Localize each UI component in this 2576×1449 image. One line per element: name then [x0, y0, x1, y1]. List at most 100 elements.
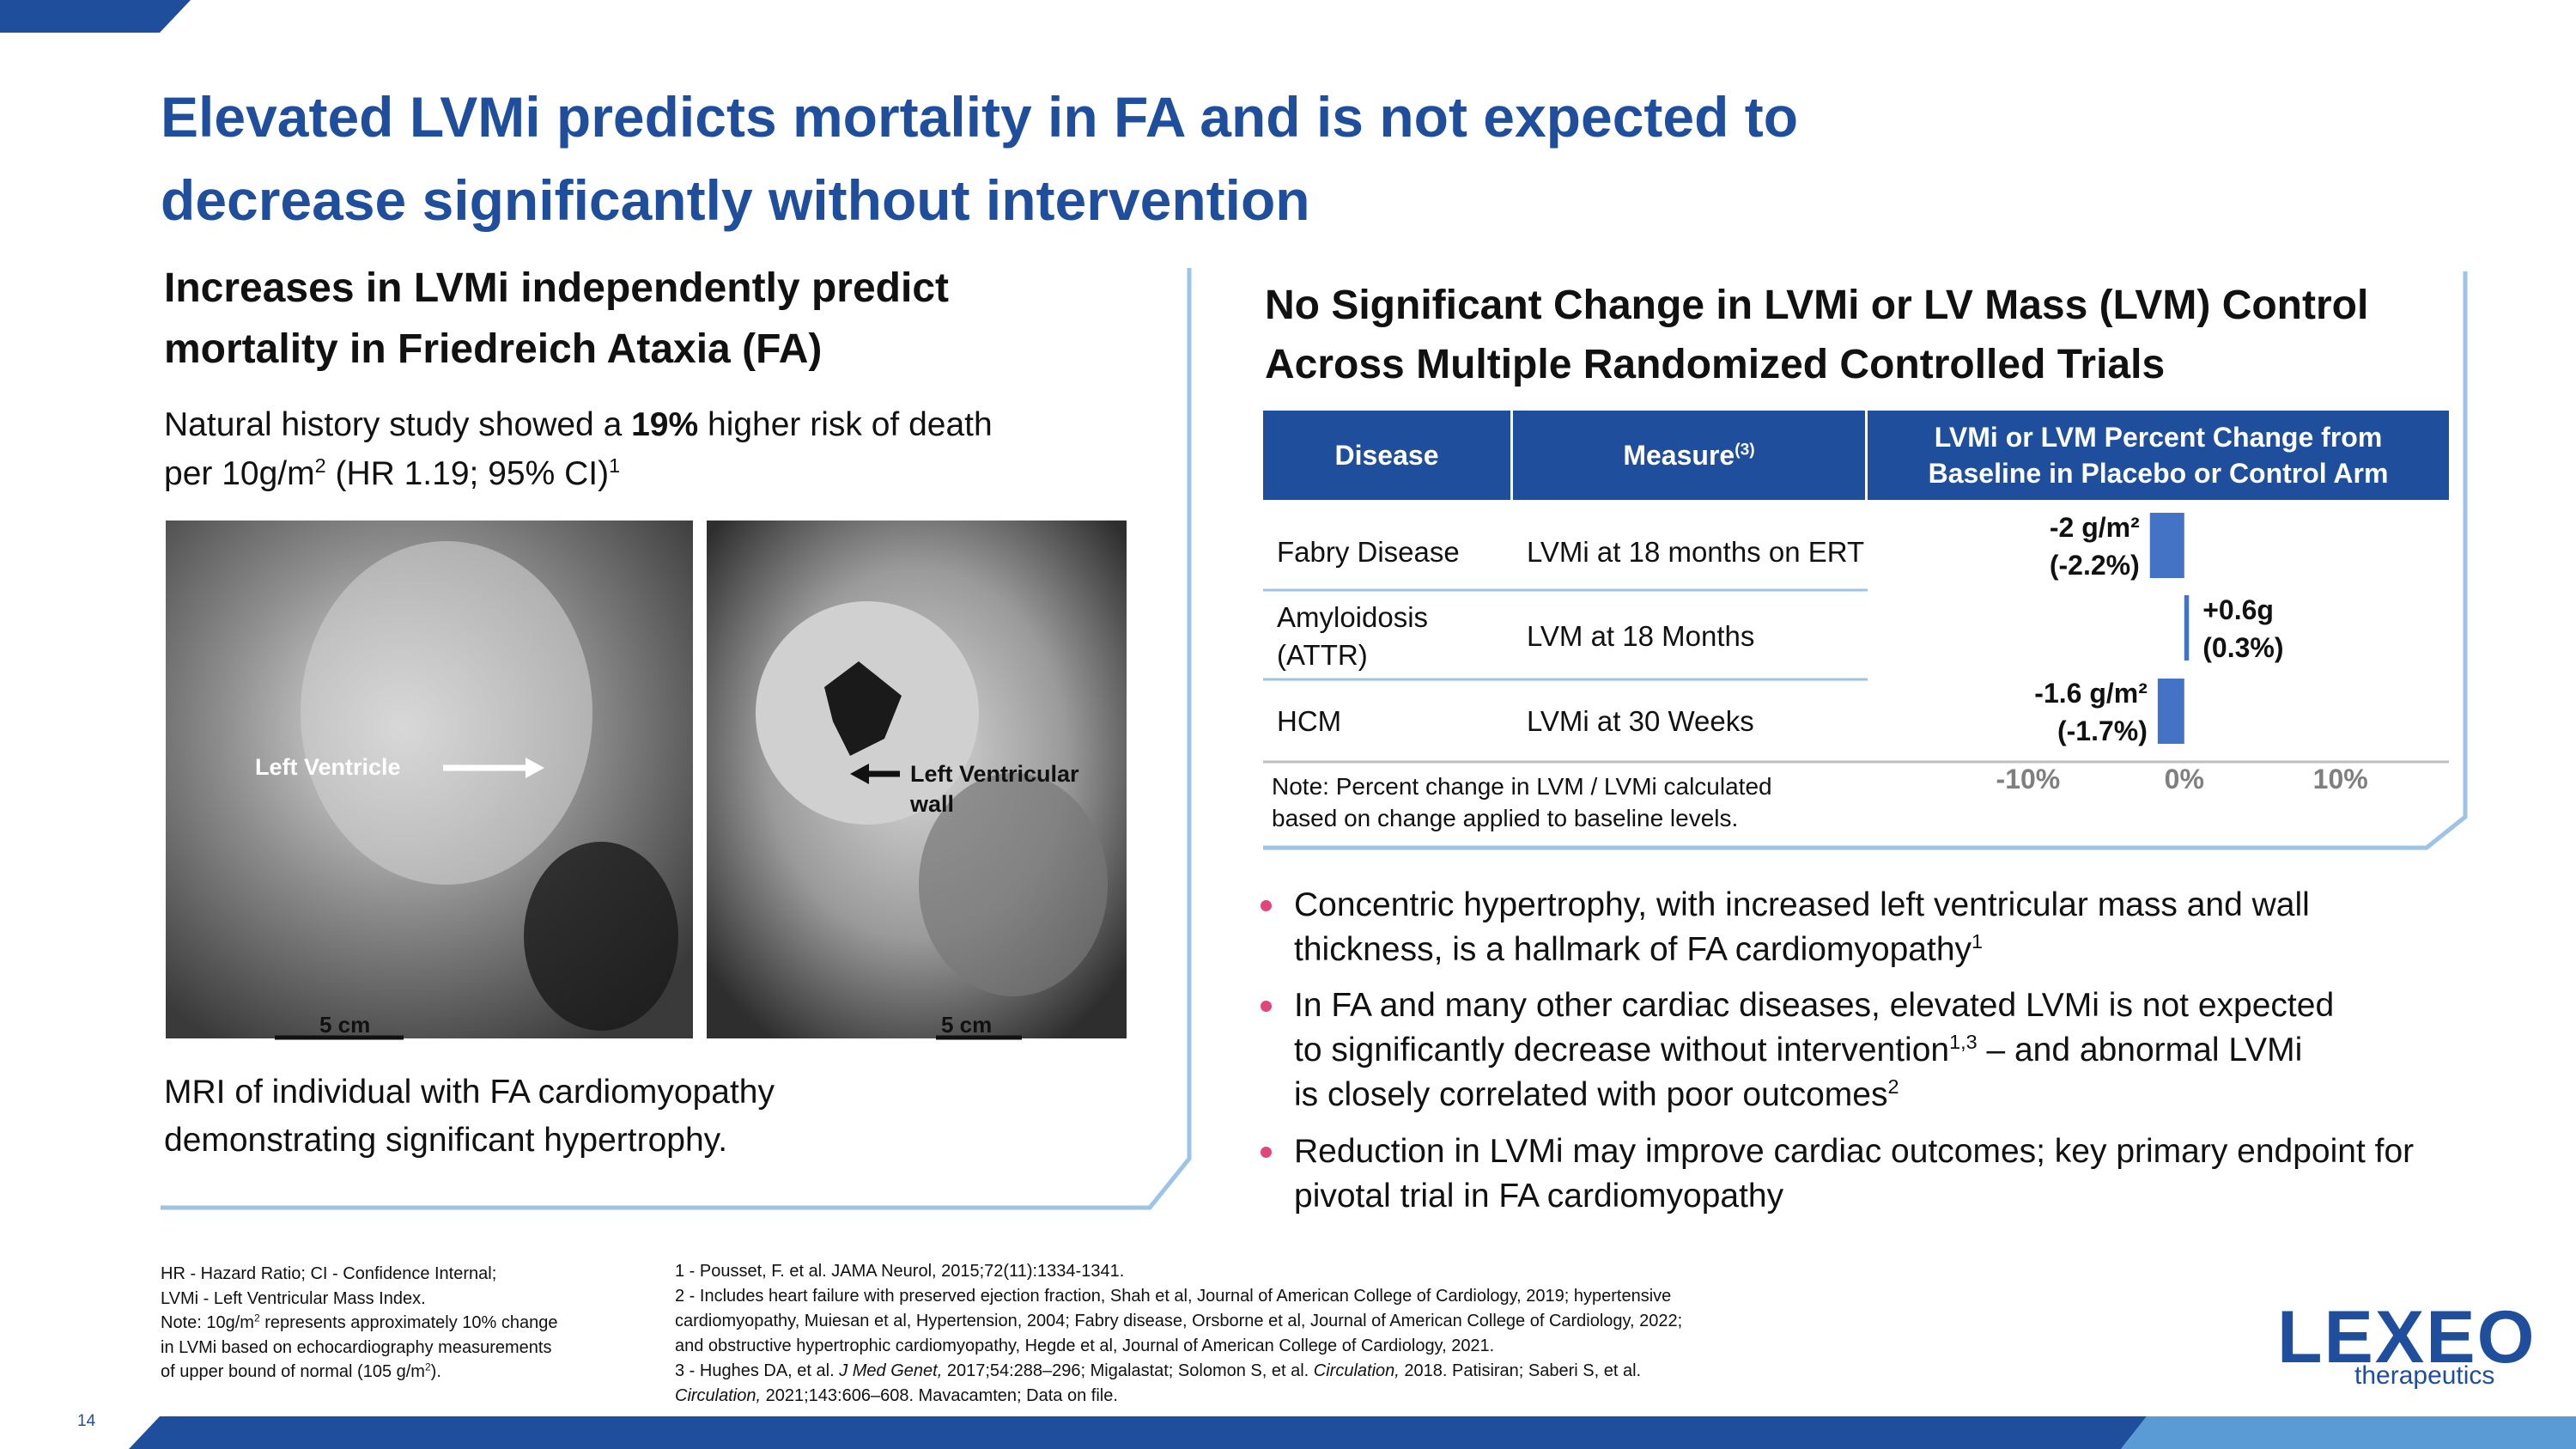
- text-run: 3 - Hughes DA, et al.: [675, 1361, 840, 1380]
- bottom-bar-light: [2121, 1416, 2576, 1449]
- text-run: per 10g/m: [164, 455, 315, 492]
- mini-bar-chart: -2 g/m² (-2.2%) +0.6g (0.3%) -1.6 g/m² (-1.7%…: [1996, 512, 2368, 795]
- text-run: (3): [1735, 441, 1755, 460]
- text-line: cardiomyopathy, Muiesan et al, Hypertens…: [675, 1309, 1682, 1334]
- text-line: Note: 10g/m2 represents approximately 10…: [161, 1311, 558, 1336]
- text-run: J Med Genet,: [839, 1361, 943, 1380]
- text-line: Circulation, 2021;143:606–608. Mavacamte…: [675, 1384, 1682, 1409]
- table-cell: Amyloidosis (ATTR): [1277, 600, 1429, 671]
- text-line: LVMi or LVM Percent Change from: [1935, 419, 2383, 455]
- bullet-dot: [1261, 900, 1272, 911]
- text-run: Measure: [1623, 440, 1735, 471]
- bar: [2149, 513, 2184, 578]
- text-line: Reduction in LVMi may improve cardiac ou…: [1294, 1129, 2414, 1174]
- text-line: thickness, is a hallmark of FA cardiomyo…: [1294, 928, 2310, 972]
- x-tick-label: 10%: [2313, 764, 2368, 795]
- text-run: 2: [424, 1361, 431, 1373]
- text-line: and obstructive hypertrophic cardiomyopa…: [675, 1334, 1682, 1359]
- table-note: Note: Percent change in LVM / LVMi calcu…: [1272, 770, 1772, 834]
- table-header-cell: Measure(3): [1513, 411, 1865, 500]
- image-caption: MRI of individual with FA cardiomyopathy…: [164, 1068, 775, 1165]
- bullet-item: Reduction in LVMi may improve cardiac ou…: [1294, 1129, 2414, 1219]
- logo: LEXEO: [2277, 1296, 2537, 1379]
- text-run: higher risk of death: [698, 406, 993, 443]
- text-line: of upper bound of normal (105 g/m2).: [161, 1360, 558, 1385]
- text-line: is closely correlated with poor outcomes…: [1294, 1073, 2334, 1117]
- text-run: Disease: [1334, 440, 1439, 471]
- text-run: 1: [1971, 930, 1984, 953]
- scale-label: 5 cm: [319, 1012, 370, 1038]
- text-line: decrease significantly without intervent…: [161, 168, 1310, 232]
- text-run: Circulation,: [1313, 1361, 1400, 1380]
- text-line: In FA and many other cardiac diseases, e…: [1294, 983, 2334, 1028]
- table-cell: LVM at 18 Months: [1527, 619, 1755, 652]
- text-run: 2021;143:606–608. Mavacamten; Data on fi…: [761, 1386, 1118, 1405]
- text-run: 2: [314, 454, 326, 477]
- text-run: pivotal trial in FA cardiomyopathy: [1294, 1178, 1784, 1215]
- table-header-cell: LVMi or LVM Percent Change from Baseline …: [1868, 411, 2449, 500]
- text-run: 19%: [631, 406, 699, 443]
- text-line: in LVMi based on echocardiography measur…: [161, 1336, 558, 1361]
- data-label: (-1.7%): [2057, 715, 2148, 746]
- text-run: of upper bound of normal (105 g/m: [161, 1362, 425, 1381]
- text-line: Elevated LVMi predicts mortality in FA a…: [161, 85, 1799, 149]
- text-line: mortality in Friedreich Ataxia (FA): [164, 326, 823, 372]
- text-run: represents approximately 10% change: [259, 1313, 558, 1332]
- text-run: and obstructive hypertrophic cardiomyopa…: [675, 1336, 1495, 1355]
- text-line: 2 - Includes heart failure with preserve…: [675, 1284, 1682, 1309]
- table-cell: LVMi at 30 Weeks: [1527, 704, 1754, 737]
- text-line: Baseline in Placebo or Control Arm: [1929, 455, 2389, 491]
- text-line: LVMi - Left Ventricular Mass Index.: [161, 1287, 558, 1312]
- top-accent: [0, 0, 191, 33]
- table-cell: Fabry Disease: [1277, 536, 1460, 568]
- bar: [2184, 595, 2190, 661]
- text-run: In FA and many other cardiac diseases, e…: [1294, 987, 2335, 1024]
- text-line: Natural history study showed a 19% highe…: [164, 400, 993, 449]
- text-run: Concentric hypertrophy, with increased l…: [1294, 886, 2310, 923]
- bullet-dot: [1261, 1001, 1272, 1012]
- bullet-item: In FA and many other cardiac diseases, e…: [1294, 983, 2334, 1117]
- image-label: Left Ventricle: [255, 754, 401, 780]
- text-run: – and abnormal LVMi: [1977, 1032, 2303, 1068]
- text-run: 2: [253, 1312, 260, 1324]
- data-label: -1.6 g/m²: [2034, 678, 2148, 709]
- mri-shape: [301, 541, 592, 885]
- text-run: thickness, is a hallmark of FA cardiomyo…: [1294, 931, 1972, 968]
- right-panel-border: [1263, 271, 2468, 850]
- text-run: Reduction in LVMi may improve cardiac ou…: [1294, 1133, 2415, 1170]
- bar: [2157, 679, 2184, 744]
- text-line: Increases in LVMi independently predict: [164, 265, 949, 311]
- mri-shape: [919, 773, 1108, 996]
- text-run: Note: 10g/m: [161, 1313, 254, 1332]
- arrow-head: [850, 764, 869, 784]
- left-text: Natural history study showed a 19% highe…: [164, 400, 993, 498]
- text-run: LVMi - Left Ventricular Mass Index.: [161, 1288, 426, 1308]
- scale-label: 5 cm: [941, 1012, 992, 1038]
- text-line: No Significant Change in LVMi or LV Mass…: [1265, 283, 2369, 328]
- data-label: +0.6g: [2202, 594, 2274, 625]
- mri-shape: [824, 661, 902, 756]
- text-run: Natural history study showed a: [164, 406, 632, 443]
- left-panel-border: [161, 268, 1192, 1210]
- text-run: 1,3: [1949, 1031, 1978, 1053]
- text-run: cardiomyopathy, Muiesan et al, Hypertens…: [675, 1312, 1683, 1330]
- x-tick-label: 0%: [2165, 764, 2204, 795]
- image-label: Left Ventricular: [910, 761, 1079, 787]
- text-run: in LVMi based on echocardiography measur…: [161, 1337, 552, 1357]
- mri-shape: [524, 842, 678, 1031]
- footnotes-left: HR - Hazard Ratio; CI - Confidence Inter…: [161, 1262, 558, 1385]
- text-line: pivotal trial in FA cardiomyopathy: [1294, 1174, 2414, 1219]
- x-tick-label: -10%: [1996, 764, 2061, 795]
- text-line: HR - Hazard Ratio; CI - Confidence Inter…: [161, 1262, 558, 1287]
- slide-title: Elevated LVMi predicts mortality in FA a…: [161, 76, 1798, 242]
- image-label: wall: [909, 791, 954, 817]
- text-run: 1 - Pousset, F. et al. JAMA Neurol, 2015…: [675, 1262, 1125, 1281]
- arrow-head: [526, 758, 544, 778]
- text-line: MRI of individual with FA cardiomyopathy: [164, 1074, 775, 1111]
- text-run: 2 - Includes heart failure with preserve…: [675, 1287, 1672, 1306]
- logo-subtitle: therapeutics: [2354, 1361, 2495, 1390]
- table-cell: LVMi at 18 months on ERT: [1527, 536, 1865, 568]
- text-run: ).: [430, 1362, 441, 1381]
